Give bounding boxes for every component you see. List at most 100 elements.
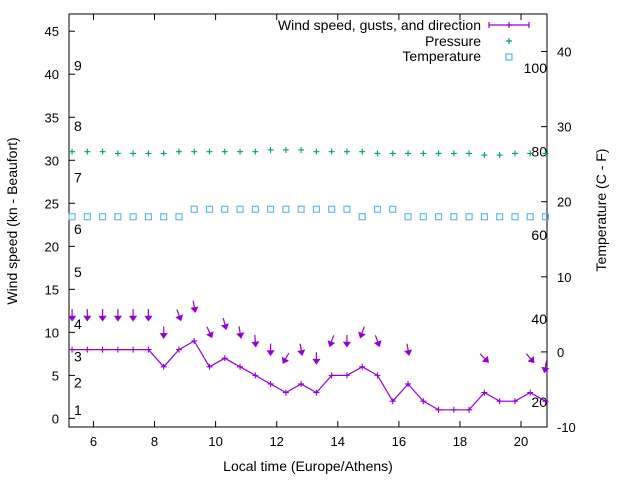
- plot-frame: [68, 13, 548, 428]
- gust-arrow: [525, 353, 535, 364]
- pressure-point: [206, 148, 213, 155]
- y2-tick-label: 10: [557, 270, 571, 285]
- wind-speed-point: [389, 398, 396, 405]
- pressure-point: [175, 148, 182, 155]
- gust-arrow-head: [481, 355, 489, 363]
- gust-arrow-shaft: [284, 352, 290, 360]
- gust-arrow-head: [68, 315, 77, 322]
- gust-arrow: [281, 352, 290, 364]
- y2-tick-label: 40: [557, 45, 571, 60]
- pressure-point: [145, 150, 152, 157]
- gust-arrow: [98, 309, 107, 322]
- gust-arrow: [206, 326, 214, 339]
- temperature-point: [389, 205, 397, 213]
- x-tick-label: 20: [514, 434, 528, 449]
- gust-arrow-head: [129, 315, 138, 322]
- y2-tick-label: 30: [557, 120, 571, 135]
- gust-arrow-shaft: [299, 343, 302, 351]
- wind-speed-point: [252, 372, 259, 379]
- wind-speed-point: [481, 389, 488, 396]
- temperature-point: [68, 213, 76, 221]
- temperature-point: [373, 205, 382, 213]
- gust-arrow: [83, 309, 92, 322]
- temperature-point: [190, 205, 198, 213]
- wind-speed-point: [84, 346, 91, 353]
- wind-speed-point: [405, 380, 412, 387]
- gust-arrow-head: [297, 349, 306, 357]
- fahrenheit-labels: 20 40 60 80 100: [524, 60, 548, 410]
- gust-arrow: [159, 326, 168, 339]
- wind-speed-point: [130, 346, 137, 353]
- gust-arrow-head: [281, 356, 290, 364]
- gust-arrow-shaft: [361, 326, 365, 334]
- temperature-point: [205, 205, 214, 213]
- x-tick-label: 16: [392, 434, 406, 449]
- gust-arrow-head: [113, 315, 122, 322]
- gust-arrow-head: [144, 315, 153, 322]
- y-tick-label: 0: [52, 411, 59, 426]
- y-axis-ticks: 0 5 10 15 20 25 30 35 40 45: [45, 24, 75, 426]
- temperature-point: [129, 213, 137, 221]
- wind-speed-point: [114, 346, 121, 353]
- legend-label-wind: Wind speed, gusts, and direction: [278, 17, 481, 33]
- wind-speed-point: [282, 389, 289, 396]
- gust-arrow-head: [327, 340, 336, 348]
- gust-arrow-shaft: [206, 326, 211, 334]
- gust-arrow: [251, 334, 260, 348]
- x-tick-label: 6: [90, 434, 97, 449]
- wind-speed-point: [374, 372, 381, 379]
- gust-arrow: [312, 352, 321, 365]
- gust-arrow-head: [266, 350, 275, 357]
- y-tick-label: 20: [45, 239, 59, 254]
- pressure-point: [313, 148, 320, 155]
- wind-speed-point: [267, 380, 274, 387]
- temperature-point: [480, 213, 488, 221]
- gust-arrow-head: [236, 332, 245, 339]
- gust-arrow: [342, 335, 351, 348]
- temperature-point: [343, 205, 351, 213]
- gust-arrow-head: [527, 356, 535, 364]
- wind-speed-point: [466, 406, 473, 413]
- beaufort-label: 6: [74, 221, 82, 237]
- wind-speed-point: [221, 355, 228, 362]
- gust-arrow: [68, 309, 77, 322]
- wind-speed-point: [237, 363, 244, 370]
- wind-speed-point: [99, 346, 106, 353]
- pressure-point: [191, 148, 198, 155]
- wind-speed-point: [435, 406, 442, 413]
- gust-arrow-head: [541, 366, 550, 374]
- wind-speed-point: [496, 398, 503, 405]
- pressure-point: [221, 148, 228, 155]
- gust-arrow: [190, 300, 199, 314]
- beaufort-label: 5: [74, 264, 82, 280]
- pressure-point: [496, 152, 503, 159]
- beaufort-label: 2: [74, 374, 82, 390]
- gust-arrow-head: [342, 341, 351, 348]
- wind-speed-point: [450, 406, 457, 413]
- gust-arrow-head: [83, 315, 92, 322]
- fahrenheit-label: 20: [531, 394, 547, 410]
- pressure-point: [130, 150, 137, 157]
- wind-speed-point: [160, 363, 167, 370]
- temperature-point: [83, 213, 91, 221]
- pressure-point: [450, 150, 457, 157]
- pressure-point: [343, 148, 350, 155]
- gust-arrow: [236, 326, 245, 339]
- gust-arrow: [479, 353, 489, 363]
- y2-tick-label: -10: [557, 420, 576, 435]
- y2-tick-label: 0: [557, 345, 564, 360]
- y2-tick-label: 20: [557, 195, 571, 210]
- pressure-point: [466, 150, 473, 157]
- fahrenheit-label: 40: [531, 311, 547, 327]
- x-tick-label: 10: [208, 434, 222, 449]
- pressure-point: [511, 150, 518, 157]
- wind-speed-point: [206, 363, 213, 370]
- wind-speed-point: [313, 389, 320, 396]
- legend-marker-pressure: [506, 38, 512, 44]
- gust-arrow: [113, 309, 122, 322]
- gust-arrow: [297, 343, 306, 357]
- gust-arrow-head: [404, 349, 413, 357]
- legend-marker-temperature: [505, 53, 513, 61]
